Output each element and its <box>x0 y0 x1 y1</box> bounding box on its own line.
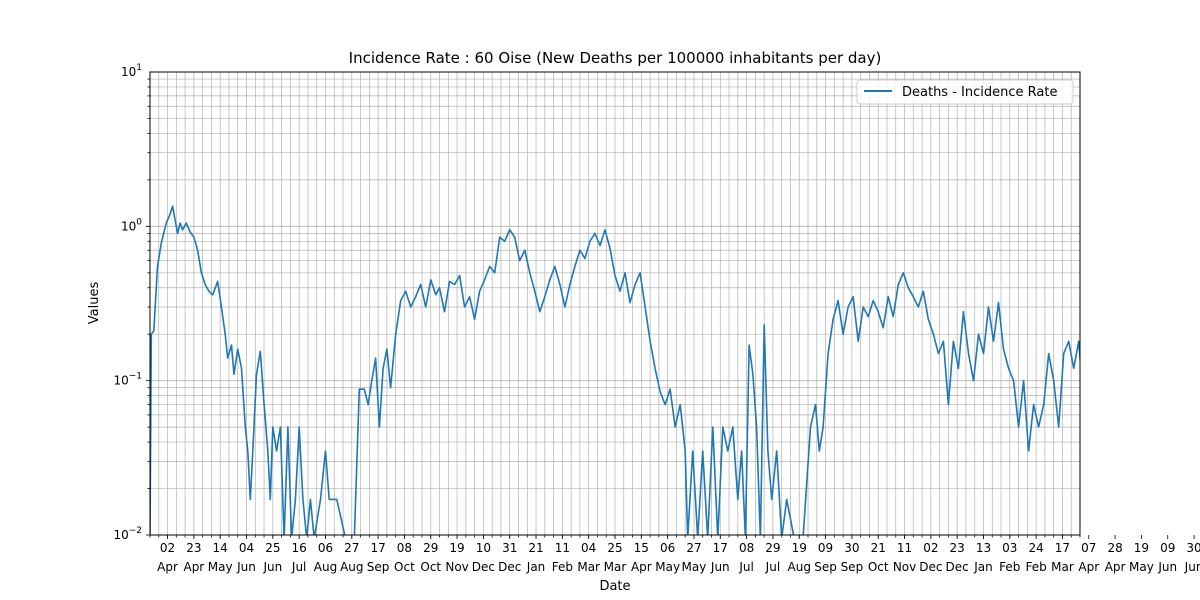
x-tick-month: Dec <box>472 560 495 574</box>
x-tick-day: 21 <box>528 541 543 555</box>
x-tick-day: 19 <box>449 541 464 555</box>
x-tick-month: Sep <box>841 560 864 574</box>
x-tick-month: May <box>1129 560 1154 574</box>
x-tick-day: 29 <box>765 541 780 555</box>
chart-title: Incidence Rate : 60 Oise (New Deaths per… <box>349 49 882 67</box>
x-tick-month: Feb <box>1026 560 1047 574</box>
x-tick-day: 08 <box>397 541 412 555</box>
x-tick-day: 17 <box>713 541 728 555</box>
x-tick-day: 15 <box>634 541 649 555</box>
x-tick-day: 02 <box>160 541 175 555</box>
x-tick-month: Nov <box>445 560 468 574</box>
x-tick-month: Mar <box>604 560 627 574</box>
x-tick-day: 31 <box>502 541 517 555</box>
x-tick-month: Jun <box>1157 560 1177 574</box>
x-tick-day: 17 <box>370 541 385 555</box>
x-tick-day: 24 <box>1028 541 1043 555</box>
x-tick-day: 09 <box>1160 541 1175 555</box>
series-line <box>150 205 1080 535</box>
x-tick-month: Aug <box>340 560 363 574</box>
x-tick-month: Apr <box>1078 560 1099 574</box>
x-tick-month: Oct <box>420 560 441 574</box>
x-tick-day: 08 <box>739 541 754 555</box>
grid-lines <box>149 72 1081 536</box>
x-tick-day: 11 <box>555 541 570 555</box>
x-tick-month: Aug <box>314 560 337 574</box>
y-tick-label: 10−2 <box>113 526 142 542</box>
x-tick-month: Mar <box>577 560 600 574</box>
y-tick-label: 10−1 <box>113 372 142 388</box>
x-tick-day: 03 <box>1002 541 1017 555</box>
x-tick-day: 09 <box>818 541 833 555</box>
x-tick-month: Oct <box>868 560 889 574</box>
x-tick-month: Jun <box>262 560 282 574</box>
x-tick-day: 11 <box>897 541 912 555</box>
plot-area <box>150 205 1080 535</box>
x-tick-day: 28 <box>1107 541 1122 555</box>
x-tick-day: 17 <box>1055 541 1070 555</box>
x-tick-day: 30 <box>844 541 859 555</box>
x-tick-day: 13 <box>976 541 991 555</box>
x-tick-month: Sep <box>814 560 837 574</box>
x-tick-month: Jul <box>738 560 753 574</box>
x-tick-day: 04 <box>581 541 596 555</box>
x-tick-day: 23 <box>950 541 965 555</box>
x-tick-month: Apr <box>157 560 178 574</box>
x-tick-month: Dec <box>919 560 942 574</box>
legend: Deaths - Incidence Rate <box>856 79 1074 105</box>
x-tick-day: 16 <box>292 541 307 555</box>
x-tick-day: 25 <box>607 541 622 555</box>
x-tick-month: Jan <box>526 560 546 574</box>
x-tick-day: 14 <box>213 541 228 555</box>
plot-frame <box>149 71 1081 536</box>
x-tick-day: 19 <box>792 541 807 555</box>
y-tick-label: 101 <box>121 63 142 79</box>
x-tick-day: 27 <box>344 541 359 555</box>
x-tick-day: 23 <box>186 541 201 555</box>
x-tick-month: Jul <box>765 560 780 574</box>
x-tick-month: Aug <box>788 560 811 574</box>
y-tick-label: 100 <box>121 217 142 233</box>
x-tick-month: Sep <box>367 560 390 574</box>
x-tick-day: 04 <box>239 541 254 555</box>
x-tick-month: Jan <box>973 560 993 574</box>
x-tick-day: 25 <box>265 541 280 555</box>
x-tick-month: Jul <box>291 560 306 574</box>
x-tick-day: 21 <box>871 541 886 555</box>
y-axis-label: Values <box>87 282 102 325</box>
x-tick-day: 06 <box>660 541 675 555</box>
x-tick-month: May <box>208 560 233 574</box>
x-tick-day: 10 <box>476 541 491 555</box>
x-tick-month: Dec <box>498 560 521 574</box>
x-tick-month: Jun <box>710 560 730 574</box>
x-tick-day: 27 <box>686 541 701 555</box>
x-tick-month: Jun <box>1184 560 1200 574</box>
x-tick-month: Jun <box>236 560 256 574</box>
x-tick-day: 07 <box>1081 541 1096 555</box>
x-tick-month: Feb <box>999 560 1020 574</box>
x-tick-month: May <box>655 560 680 574</box>
x-tick-month: Apr <box>631 560 652 574</box>
x-tick-month: Feb <box>552 560 573 574</box>
x-tick-day: 19 <box>1134 541 1149 555</box>
x-axis-label: Date <box>599 579 630 594</box>
x-tick-month: Oct <box>394 560 415 574</box>
x-tick-day: 30 <box>1186 541 1200 555</box>
x-tick-month: Apr <box>1105 560 1126 574</box>
x-tick-day: 02 <box>923 541 938 555</box>
x-tick-month: Nov <box>893 560 916 574</box>
x-tick-month: Dec <box>946 560 969 574</box>
x-tick-month: Mar <box>1051 560 1074 574</box>
y-axis-ticks: 10−2 10−1 100 101 <box>113 63 150 542</box>
legend-box <box>856 79 1074 105</box>
legend-label: Deaths - Incidence Rate <box>902 85 1057 100</box>
x-tick-day: 06 <box>318 541 333 555</box>
x-tick-day: 29 <box>423 541 438 555</box>
x-tick-month: Apr <box>183 560 204 574</box>
x-tick-month: May <box>682 560 707 574</box>
x-axis-ticks: 02 Apr 23 Apr 14 May 04 Jun 25 Jun 16 Jul 06 Aug 27 Aug… <box>149 535 1200 574</box>
